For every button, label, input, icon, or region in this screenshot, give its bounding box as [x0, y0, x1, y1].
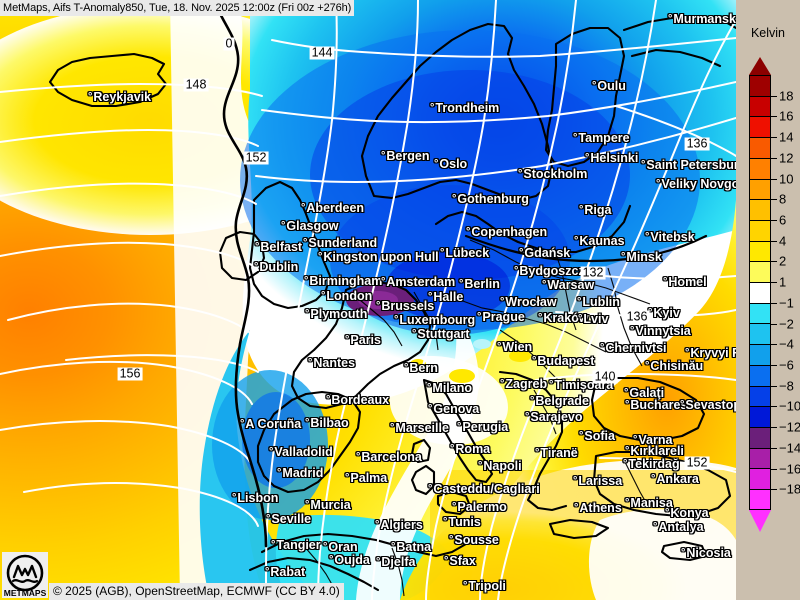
map-title-bar: MetMaps, Aifs T-Anomaly850, Tue, 18. Nov… — [0, 0, 355, 16]
legend-tick-mark — [771, 261, 777, 263]
legend-band — [749, 385, 771, 407]
legend-band — [749, 157, 771, 179]
legend-tick-label: −16 — [779, 461, 800, 477]
legend-band — [749, 282, 771, 303]
legend-tick-label: −14 — [779, 440, 800, 456]
legend-tick-label: 6 — [779, 212, 787, 228]
legend-tick-mark — [771, 199, 777, 201]
legend-tick-mark — [771, 282, 777, 284]
legend-tick-label: −1 — [779, 295, 794, 311]
weather-map-canvas[interactable]: MetMaps, Aifs T-Anomaly850, Tue, 18. Nov… — [0, 0, 736, 600]
map-raster — [0, 0, 736, 600]
legend-colorbar — [749, 75, 771, 510]
contour-value-label: 152 — [684, 455, 710, 470]
legend-band — [749, 468, 771, 490]
legend-band — [749, 178, 771, 200]
legend-tick-label: 16 — [779, 108, 794, 124]
metmaps-logo: METMAPS — [2, 552, 48, 598]
legend-tick-label: −18 — [779, 481, 800, 497]
legend-bottom-arrow — [749, 510, 771, 532]
legend-band — [749, 323, 771, 345]
legend-band — [749, 406, 771, 427]
legend-tick-mark — [771, 323, 777, 325]
legend-band — [749, 137, 771, 158]
legend-band — [749, 447, 771, 469]
legend-tick-label: 2 — [779, 253, 787, 269]
contour-value-label: 0 — [223, 36, 235, 51]
legend-tick-label: 14 — [779, 129, 794, 145]
legend-tick-label: 18 — [779, 88, 794, 104]
legend-band — [749, 75, 771, 96]
legend-tick-mark — [771, 157, 777, 159]
legend-tick-mark — [771, 468, 777, 470]
legend-tick-label: 1 — [779, 274, 787, 290]
legend-tick-mark — [771, 447, 777, 449]
legend-tick-mark — [771, 344, 777, 346]
legend-band — [749, 199, 771, 220]
contour-value-label: 156 — [117, 366, 143, 381]
contour-value-label: 132 — [580, 265, 606, 280]
legend-band — [749, 364, 771, 386]
legend-tick-mark — [771, 385, 777, 387]
legend-band — [749, 116, 771, 138]
color-legend: Kelvin 18 16 14 12 10 8 6 4 2 1 −1 −2 −4 −6 −8 −10 −12 −1… — [736, 0, 800, 600]
contour-value-label: 144 — [309, 45, 335, 60]
legend-tick-label: −10 — [779, 398, 800, 414]
attribution-bar: © 2025 (AGB), OpenStreetMap, ECMWF (CC B… — [49, 583, 344, 600]
legend-tick-mark — [771, 137, 777, 139]
legend-title: Kelvin — [750, 26, 786, 40]
legend-tick-mark — [771, 178, 777, 180]
legend-tick-label: −6 — [779, 357, 794, 373]
legend-top-arrow — [749, 57, 771, 75]
legend-tick-mark — [771, 116, 777, 118]
contour-value-label: 152 — [243, 150, 269, 165]
legend-tick-label: 4 — [779, 233, 787, 249]
legend-tick-mark — [771, 240, 777, 242]
contour-value-label: 136 — [684, 136, 710, 151]
legend-tick-mark — [771, 365, 777, 366]
legend-tick-mark — [771, 95, 777, 97]
legend-band — [749, 240, 771, 262]
contour-value-label: 140 — [592, 369, 618, 384]
legend-band — [749, 219, 771, 241]
legend-band — [749, 426, 771, 448]
contour-value-label: 148 — [183, 77, 209, 92]
legend-tick-label: 12 — [779, 150, 794, 166]
legend-tick-mark — [771, 427, 777, 429]
legend-tick-label: −12 — [779, 419, 800, 435]
legend-tick-mark — [771, 302, 777, 304]
legend-tick-label: 8 — [779, 191, 787, 207]
contour-value-label: 136 — [624, 309, 650, 324]
logo-wordmark: METMAPS — [4, 588, 47, 598]
legend-band — [749, 95, 771, 117]
legend-band — [749, 344, 771, 365]
legend-tick-label: 10 — [779, 171, 794, 187]
legend-tick-mark — [771, 489, 777, 491]
legend-tick-label: −4 — [779, 336, 794, 352]
legend-band — [749, 302, 771, 324]
legend-band — [749, 261, 771, 283]
legend-tick-mark — [771, 220, 777, 221]
legend-band — [749, 489, 771, 510]
legend-tick-label: −2 — [779, 316, 794, 332]
legend-tick-label: −8 — [779, 378, 794, 394]
legend-tick-mark — [771, 406, 777, 408]
